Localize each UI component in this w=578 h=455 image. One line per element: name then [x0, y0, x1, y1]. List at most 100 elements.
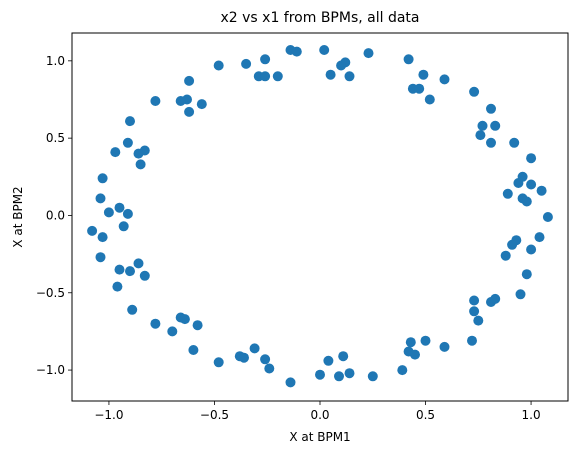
data-point-28 [125, 116, 135, 127]
data-point-59 [526, 244, 537, 255]
data-point-3 [291, 46, 302, 57]
data-point-79 [167, 326, 178, 337]
data-point-27 [486, 103, 496, 114]
data-point-71 [490, 293, 501, 304]
data-point-87 [410, 349, 420, 360]
data-point-62 [114, 264, 125, 275]
data-point-72 [469, 306, 480, 317]
data-point-100 [367, 371, 378, 382]
data-point-13 [325, 69, 336, 80]
data-point-12 [272, 71, 283, 82]
data-point-54 [97, 232, 108, 243]
data-point-69 [469, 295, 480, 306]
data-point-91 [260, 354, 271, 365]
data-point-14 [344, 71, 355, 82]
data-point-45 [97, 173, 108, 184]
x-tick-label: −0.5 [200, 408, 229, 422]
y-tick-label: −0.5 [36, 286, 65, 300]
data-point-51 [521, 196, 532, 207]
data-point-41 [513, 178, 524, 188]
data-point-73 [127, 304, 138, 315]
data-point-32 [486, 137, 496, 148]
data-point-89 [239, 352, 249, 363]
data-point-11 [260, 71, 271, 82]
data-point-47 [114, 202, 125, 213]
data-point-26 [184, 106, 195, 117]
data-point-6 [336, 60, 347, 71]
data-point-84 [188, 345, 199, 355]
data-point-85 [439, 341, 450, 352]
data-point-7 [241, 58, 252, 69]
data-point-15 [418, 69, 429, 80]
data-point-55 [118, 221, 129, 232]
x-tick-label: −1.0 [94, 408, 123, 422]
data-point-22 [196, 99, 207, 110]
data-point-1 [319, 45, 330, 55]
y-tick-label: 1.0 [46, 54, 65, 68]
data-point-90 [213, 357, 224, 368]
x-tick-label: 0.5 [416, 408, 435, 422]
y-tick-label: 0.5 [46, 131, 65, 145]
data-point-92 [338, 351, 349, 362]
data-point-9 [403, 54, 414, 65]
data-point-52 [542, 212, 553, 222]
x-axis-ticks: −1.0 −0.5 0.0 0.5 1.0 [94, 401, 541, 422]
data-point-65 [139, 270, 150, 281]
x-axis-label: X at BPM1 [289, 430, 350, 444]
data-point-16 [439, 74, 450, 85]
y-axis-ticks: −1.0 −0.5 0.0 0.5 1.0 [36, 54, 72, 377]
data-point-77 [150, 318, 161, 329]
data-point-58 [534, 232, 545, 243]
data-points [87, 45, 553, 388]
data-point-46 [95, 193, 106, 204]
x-tick-label: 1.0 [522, 408, 541, 422]
data-point-78 [192, 320, 203, 331]
data-point-31 [475, 130, 486, 141]
data-point-60 [500, 250, 511, 261]
data-point-23 [424, 94, 435, 105]
data-point-44 [536, 185, 547, 196]
y-tick-label: 0.0 [46, 208, 65, 222]
data-point-30 [490, 120, 501, 131]
data-point-94 [397, 365, 408, 376]
data-point-38 [135, 159, 146, 170]
data-point-43 [502, 188, 513, 199]
data-point-34 [133, 148, 144, 159]
data-point-95 [264, 363, 275, 374]
data-point-66 [521, 269, 532, 280]
data-point-35 [110, 147, 121, 158]
data-point-68 [515, 289, 526, 300]
data-point-8 [213, 60, 224, 71]
chart-title: x2 vs x1 from BPMs, all data [220, 10, 419, 26]
data-point-93 [323, 355, 334, 366]
y-tick-label: −1.0 [36, 363, 65, 377]
data-point-17 [184, 75, 195, 86]
data-point-97 [315, 369, 325, 380]
data-point-80 [467, 335, 477, 346]
data-point-24 [469, 86, 480, 97]
data-point-37 [509, 137, 520, 148]
data-point-96 [285, 377, 296, 388]
data-point-29 [477, 120, 488, 131]
data-point-57 [507, 239, 518, 250]
y-axis-label: X at BPM2 [11, 186, 25, 247]
data-point-48 [122, 208, 133, 219]
data-point-82 [420, 335, 431, 346]
data-point-83 [249, 343, 260, 354]
data-point-36 [122, 137, 133, 148]
data-point-19 [414, 83, 425, 94]
data-point-76 [179, 314, 190, 325]
data-point-49 [103, 207, 114, 218]
data-point-74 [473, 315, 484, 326]
data-point-98 [334, 371, 344, 382]
data-point-2 [363, 48, 374, 59]
data-point-39 [526, 153, 537, 164]
data-point-25 [150, 96, 161, 106]
data-point-64 [133, 258, 144, 269]
data-point-42 [526, 179, 537, 190]
data-point-63 [125, 266, 135, 277]
data-point-99 [344, 368, 355, 379]
data-point-21 [175, 96, 186, 106]
data-point-53 [87, 225, 98, 236]
